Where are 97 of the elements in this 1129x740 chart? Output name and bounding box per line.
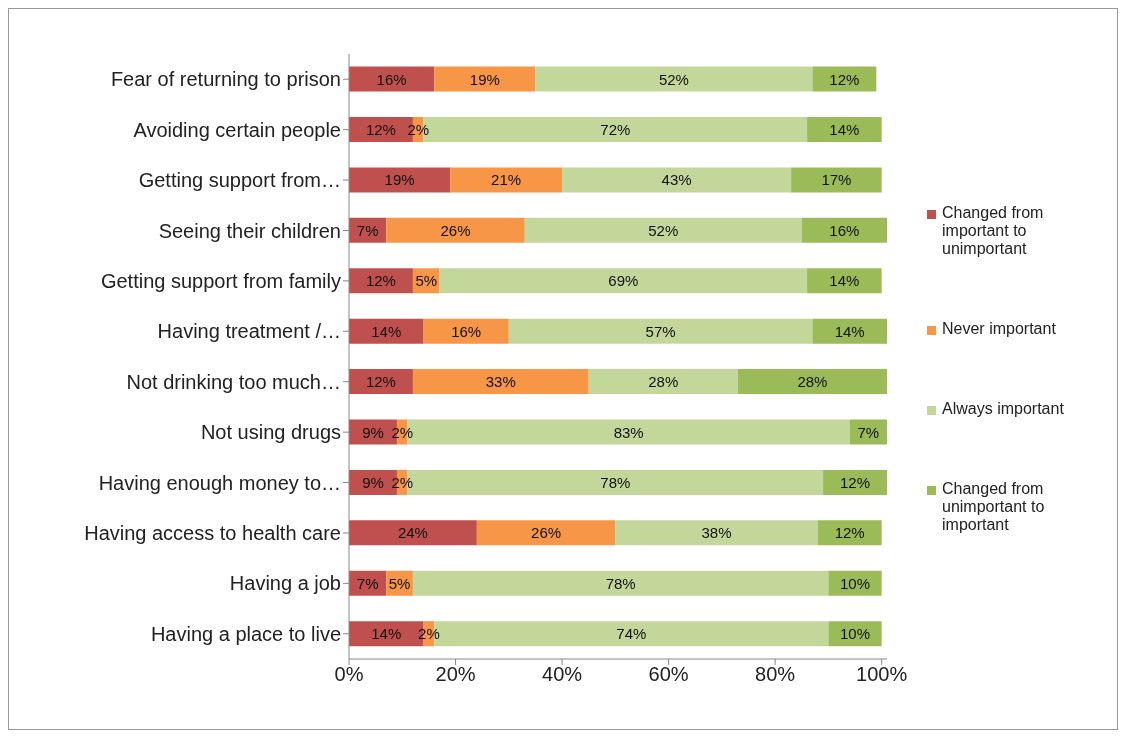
bar bbox=[807, 117, 882, 143]
bar bbox=[349, 520, 477, 546]
data-label: 10% bbox=[840, 625, 871, 643]
data-label: 5% bbox=[388, 574, 411, 592]
data-label: 28% bbox=[797, 373, 828, 391]
y-tick-label: Getting support from family bbox=[100, 269, 341, 292]
bar bbox=[535, 66, 813, 92]
data-label: 10% bbox=[840, 574, 871, 592]
bar bbox=[812, 318, 887, 344]
y-tick-label: Having treatment /… bbox=[157, 320, 341, 343]
data-label: 52% bbox=[648, 221, 679, 239]
bar bbox=[349, 318, 424, 344]
bar bbox=[801, 217, 887, 243]
y-tick-label: Not drinking too much… bbox=[126, 370, 341, 393]
y-tick-label: Having access to health care bbox=[84, 522, 341, 545]
bar bbox=[817, 520, 882, 546]
y-tick-label: Getting support from… bbox=[138, 169, 341, 192]
legend-label: Always important bbox=[942, 400, 1064, 418]
data-label: 21% bbox=[491, 171, 522, 189]
legend-label: Changed from important to unimportant bbox=[942, 204, 1045, 258]
data-label: 78% bbox=[600, 473, 631, 491]
x-tick-label: 0% bbox=[334, 663, 364, 686]
data-label: 12% bbox=[365, 272, 396, 290]
data-label: 14% bbox=[834, 322, 865, 340]
data-label: 7% bbox=[356, 221, 379, 239]
data-label: 19% bbox=[384, 171, 415, 189]
y-tick-label: Fear of returning to prison bbox=[110, 68, 341, 91]
data-label: 12% bbox=[365, 373, 396, 391]
bar bbox=[823, 469, 887, 495]
data-label: 12% bbox=[840, 473, 871, 491]
legend-label: Changed from unimportant to important bbox=[942, 480, 1046, 534]
bar bbox=[524, 217, 802, 243]
bar bbox=[349, 66, 435, 92]
data-label: 12% bbox=[365, 121, 396, 139]
bar bbox=[450, 167, 563, 193]
y-tick-label: Having a place to live bbox=[150, 622, 341, 645]
data-label: 69% bbox=[608, 272, 639, 290]
data-label: 33% bbox=[485, 373, 516, 391]
data-label: 7% bbox=[356, 574, 379, 592]
data-label: 28% bbox=[648, 373, 679, 391]
data-label: 7% bbox=[857, 423, 880, 441]
data-label: 14% bbox=[829, 121, 860, 139]
bar bbox=[423, 318, 509, 344]
x-tick-label: 100% bbox=[856, 663, 908, 686]
data-label: 26% bbox=[531, 524, 562, 542]
data-label: 72% bbox=[600, 121, 631, 139]
bar bbox=[737, 369, 887, 395]
bar bbox=[349, 167, 451, 193]
bar bbox=[812, 66, 877, 92]
data-label: 2% bbox=[418, 625, 440, 643]
bar bbox=[562, 167, 792, 193]
bar bbox=[508, 318, 813, 344]
data-label: 26% bbox=[440, 221, 471, 239]
data-label: 24% bbox=[397, 524, 428, 542]
data-label: 2% bbox=[407, 121, 430, 139]
data-label: 38% bbox=[701, 524, 732, 542]
data-label: 78% bbox=[605, 574, 636, 592]
data-label: 16% bbox=[376, 70, 407, 88]
bar bbox=[791, 167, 882, 193]
bar bbox=[615, 520, 818, 546]
x-tick-label: 80% bbox=[755, 663, 796, 686]
bar bbox=[588, 369, 738, 395]
y-tick-label: Having enough money to… bbox=[98, 471, 341, 494]
data-label: 14% bbox=[371, 625, 402, 643]
data-label: 74% bbox=[616, 625, 647, 643]
x-tick-label: 60% bbox=[648, 663, 689, 686]
data-label: 57% bbox=[645, 322, 676, 340]
data-label: 14% bbox=[829, 272, 860, 290]
bar bbox=[807, 268, 882, 294]
data-label: 17% bbox=[821, 171, 852, 189]
data-label: 9% bbox=[362, 423, 384, 441]
data-label: 43% bbox=[661, 171, 692, 189]
data-label: 14% bbox=[371, 322, 402, 340]
bar bbox=[434, 66, 536, 92]
data-label: 12% bbox=[834, 524, 865, 542]
data-label: 16% bbox=[829, 221, 860, 239]
data-label: 16% bbox=[451, 322, 482, 340]
data-label: 19% bbox=[469, 70, 500, 88]
y-tick-label: Seeing their children bbox=[158, 219, 341, 242]
bar bbox=[412, 570, 829, 596]
x-tick-label: 40% bbox=[542, 663, 583, 686]
data-label: 12% bbox=[829, 70, 860, 88]
bar bbox=[476, 520, 616, 546]
data-label: 9% bbox=[362, 473, 384, 491]
bar bbox=[412, 369, 589, 395]
data-label: 83% bbox=[613, 423, 644, 441]
y-tick-label: Not using drugs bbox=[200, 421, 341, 444]
x-tick-label: 20% bbox=[435, 663, 476, 686]
bar bbox=[439, 268, 808, 294]
data-label: 5% bbox=[415, 272, 438, 290]
legend-label: Never important bbox=[942, 320, 1056, 338]
data-label: 52% bbox=[658, 70, 689, 88]
data-label: 2% bbox=[391, 473, 414, 491]
y-tick-label: Avoiding certain people bbox=[133, 118, 341, 141]
bar bbox=[386, 217, 525, 243]
y-tick-label: Having a job bbox=[229, 572, 341, 595]
data-label: 2% bbox=[391, 423, 414, 441]
